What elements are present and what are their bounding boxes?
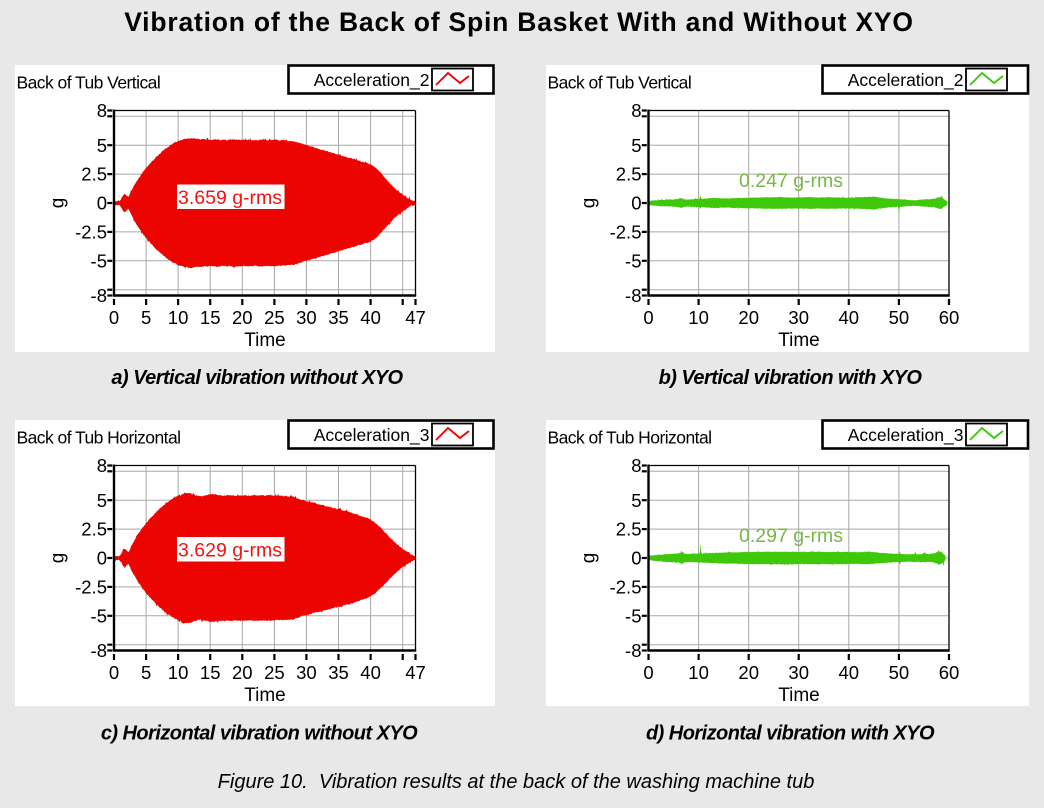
svg-text:c) Horizontal vibration withou: c) Horizontal vibration without XYO	[101, 723, 418, 745]
svg-text:10: 10	[168, 307, 189, 328]
svg-text:g: g	[579, 553, 600, 564]
svg-text:0: 0	[109, 662, 119, 683]
svg-text:Figure 10. Vibration results: Figure 10. Vibration results at the back…	[218, 771, 815, 793]
svg-text:3.659 g-rms: 3.659 g-rms	[178, 187, 282, 209]
svg-text:Back of Tub Horizontal: Back of Tub Horizontal	[17, 428, 181, 448]
svg-text:Vibration of the Back of Spin: Vibration of the Back of Spin Basket Wit…	[124, 7, 914, 37]
svg-text:Time: Time	[244, 685, 286, 706]
svg-text:2.5: 2.5	[81, 164, 107, 185]
svg-text:0: 0	[109, 307, 119, 328]
svg-text:47: 47	[405, 307, 426, 328]
svg-text:-2.5: -2.5	[610, 577, 642, 598]
svg-text:2.5: 2.5	[616, 519, 642, 540]
svg-text:Back of Tub Vertical: Back of Tub Vertical	[17, 73, 161, 93]
svg-text:Acceleration_2: Acceleration_2	[314, 70, 430, 91]
svg-text:Acceleration_3: Acceleration_3	[314, 425, 430, 446]
svg-text:5: 5	[97, 135, 107, 156]
svg-text:-2.5: -2.5	[75, 222, 107, 243]
svg-text:0: 0	[97, 548, 107, 569]
svg-text:-5: -5	[625, 605, 641, 626]
svg-text:60: 60	[939, 662, 960, 683]
svg-text:50: 50	[889, 662, 910, 683]
svg-text:30: 30	[788, 307, 809, 328]
svg-text:b) Vertical vibration with XYO: b) Vertical vibration with XYO	[659, 367, 923, 389]
svg-text:Time: Time	[778, 685, 820, 706]
svg-text:15: 15	[200, 307, 221, 328]
svg-text:8: 8	[631, 455, 641, 476]
svg-text:5: 5	[631, 490, 641, 511]
svg-text:5: 5	[141, 662, 151, 683]
svg-text:-8: -8	[91, 640, 107, 661]
svg-text:20: 20	[232, 307, 253, 328]
svg-text:20: 20	[738, 662, 759, 683]
svg-text:8: 8	[631, 100, 641, 121]
svg-text:10: 10	[168, 662, 189, 683]
svg-text:0: 0	[97, 193, 107, 214]
svg-text:2.5: 2.5	[81, 519, 107, 540]
svg-text:Time: Time	[244, 330, 286, 351]
svg-text:35: 35	[328, 307, 349, 328]
svg-text:35: 35	[328, 662, 349, 683]
svg-text:47: 47	[405, 662, 426, 683]
svg-text:0.247 g-rms: 0.247 g-rms	[739, 170, 843, 192]
svg-text:10: 10	[688, 662, 709, 683]
svg-text:40: 40	[360, 307, 381, 328]
svg-text:-8: -8	[625, 640, 641, 661]
svg-text:5: 5	[631, 135, 641, 156]
svg-text:Back of Tub Horizontal: Back of Tub Horizontal	[548, 428, 712, 448]
svg-text:50: 50	[889, 307, 910, 328]
svg-text:g: g	[48, 553, 69, 564]
svg-text:-8: -8	[91, 285, 107, 306]
svg-text:-5: -5	[625, 250, 641, 271]
svg-text:0.297 g-rms: 0.297 g-rms	[739, 525, 843, 547]
svg-text:-2.5: -2.5	[75, 577, 107, 598]
svg-text:0: 0	[643, 662, 653, 683]
svg-text:Acceleration_2: Acceleration_2	[848, 70, 964, 91]
svg-text:-2.5: -2.5	[610, 222, 642, 243]
svg-text:15: 15	[200, 662, 221, 683]
svg-text:60: 60	[939, 307, 960, 328]
svg-text:40: 40	[360, 662, 381, 683]
svg-text:-8: -8	[625, 285, 641, 306]
svg-text:40: 40	[839, 307, 860, 328]
svg-text:8: 8	[97, 100, 107, 121]
svg-text:d) Horizontal vibration with X: d) Horizontal vibration with XYO	[646, 723, 935, 745]
svg-text:0: 0	[643, 307, 653, 328]
svg-text:5: 5	[97, 490, 107, 511]
svg-text:3.629 g-rms: 3.629 g-rms	[178, 540, 282, 562]
svg-text:5: 5	[141, 307, 151, 328]
svg-text:a) Vertical vibration without: a) Vertical vibration without XYO	[111, 367, 403, 389]
svg-text:10: 10	[688, 307, 709, 328]
svg-text:Back of Tub Vertical: Back of Tub Vertical	[548, 73, 692, 93]
svg-text:8: 8	[97, 455, 107, 476]
svg-text:20: 20	[738, 307, 759, 328]
svg-text:40: 40	[839, 662, 860, 683]
svg-text:g: g	[48, 198, 69, 209]
svg-text:Acceleration_3: Acceleration_3	[848, 425, 964, 446]
svg-text:0: 0	[631, 548, 641, 569]
svg-text:30: 30	[788, 662, 809, 683]
svg-text:-5: -5	[91, 250, 107, 271]
svg-text:g: g	[579, 198, 600, 209]
svg-text:-5: -5	[91, 605, 107, 626]
svg-text:0: 0	[631, 193, 641, 214]
svg-text:Time: Time	[778, 330, 820, 351]
svg-text:25: 25	[264, 662, 285, 683]
svg-text:20: 20	[232, 662, 253, 683]
svg-text:30: 30	[296, 662, 317, 683]
svg-text:25: 25	[264, 307, 285, 328]
svg-text:2.5: 2.5	[616, 164, 642, 185]
svg-text:30: 30	[296, 307, 317, 328]
